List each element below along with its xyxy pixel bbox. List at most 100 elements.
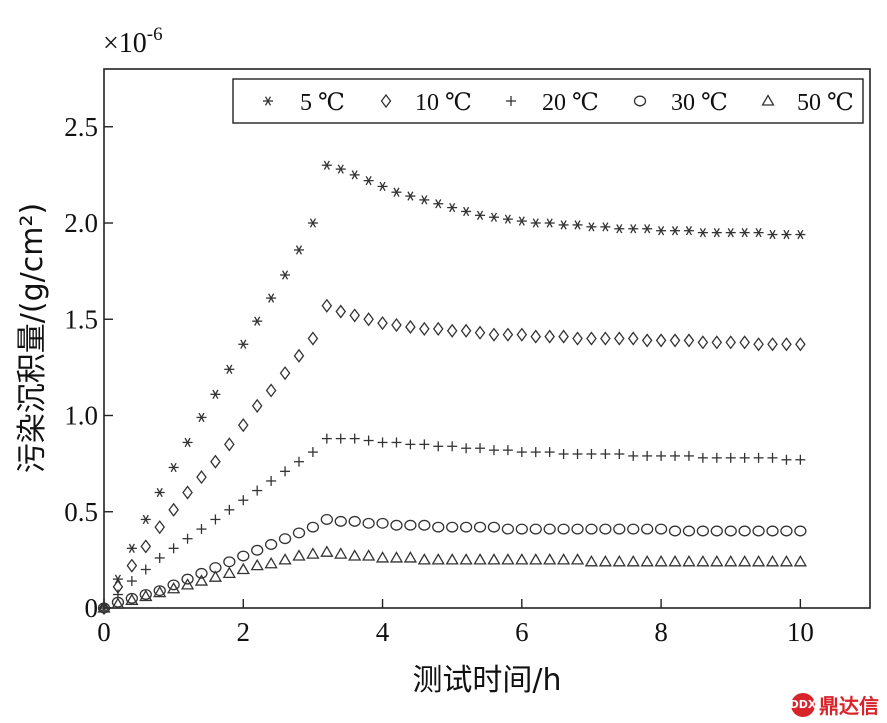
data-point [278, 553, 292, 565]
data-point [780, 525, 793, 537]
data-point [418, 519, 431, 531]
data-point [501, 523, 515, 535]
data-point [266, 293, 277, 303]
data-point [696, 555, 710, 567]
data-point [252, 485, 263, 496]
x-tick-labels: 0 2 4 6 8 10 [97, 617, 814, 647]
series-asterisk [99, 160, 806, 613]
data-point [530, 218, 541, 228]
data-point [238, 495, 249, 506]
y-tick-label: 2.0 [64, 208, 98, 238]
data-point [668, 525, 682, 537]
x-tick-label: 6 [515, 617, 529, 647]
data-point [779, 555, 794, 567]
data-point [223, 556, 236, 568]
data-point [320, 514, 333, 525]
data-point [751, 555, 766, 567]
data-point [584, 555, 599, 567]
y-tick-label: 1.0 [64, 401, 98, 431]
data-point [614, 224, 625, 234]
data-point [334, 547, 348, 559]
data-point [195, 567, 208, 579]
data-point [600, 449, 611, 459]
legend-entry: 30 ℃ [633, 90, 728, 116]
data-point [543, 553, 557, 565]
data-point [377, 316, 388, 331]
data-point [627, 331, 639, 346]
data-point [544, 447, 555, 458]
data-point [753, 337, 764, 352]
x-tick-label: 2 [237, 617, 251, 647]
data-point [474, 325, 486, 340]
data-point [98, 600, 110, 616]
data-point [307, 331, 319, 346]
data-point [668, 555, 682, 567]
data-point [488, 327, 500, 342]
data-point [781, 454, 792, 465]
data-point [168, 462, 179, 473]
data-point [697, 452, 708, 463]
y-tick-label: 2.5 [64, 112, 98, 142]
data-point [711, 227, 722, 238]
data-point [182, 437, 193, 448]
data-point [432, 321, 444, 336]
data-point [167, 581, 181, 594]
legend-label: 50 ℃ [797, 90, 854, 116]
data-point [265, 383, 277, 398]
data-point [516, 327, 528, 342]
data-point [487, 521, 501, 533]
data-point [558, 449, 569, 459]
series-circle [97, 514, 807, 614]
legend-entry: 5 ℃ [263, 90, 345, 116]
data-point [405, 319, 416, 335]
data-point [614, 449, 625, 459]
y-multiplier-label: ×10-6 [103, 24, 163, 59]
data-point [292, 549, 306, 561]
data-point [752, 525, 765, 537]
data-point [586, 222, 597, 232]
data-point [224, 437, 235, 452]
data-point [670, 226, 681, 236]
data-point [613, 331, 625, 346]
data-point [391, 187, 402, 197]
legend-entry: 50 ℃ [761, 90, 854, 116]
data-point [696, 525, 710, 537]
data-point [459, 553, 473, 565]
watermark-logo-icon: DDX [790, 692, 816, 717]
data-point [237, 550, 250, 562]
data-point [739, 335, 750, 350]
data-point [307, 218, 318, 228]
data-point [446, 521, 459, 533]
data-point [710, 555, 724, 567]
data-point [210, 389, 221, 399]
data-point [293, 245, 304, 255]
data-point [321, 160, 332, 170]
data-point [640, 555, 654, 567]
data-point [419, 439, 430, 450]
data-point [168, 502, 179, 517]
data-point [795, 337, 806, 352]
data-point [724, 555, 738, 567]
data-point [487, 553, 501, 565]
data-point [572, 331, 583, 346]
y-multiplier-exponent: -6 [147, 24, 163, 45]
data-point [361, 549, 376, 561]
legend-label: 20 ℃ [542, 90, 599, 116]
data-point [641, 333, 653, 348]
data-point [279, 366, 291, 381]
data-point [432, 521, 445, 533]
data-point [349, 308, 361, 323]
legend-box [232, 78, 864, 124]
data-point [194, 574, 209, 586]
data-point [292, 527, 306, 539]
data-point [447, 202, 458, 213]
data-point [154, 552, 165, 563]
data-point [793, 555, 807, 567]
data-point [196, 470, 207, 485]
data-point [502, 445, 513, 456]
legend-entry: 10 ℃ [380, 90, 472, 116]
data-point [349, 170, 360, 180]
legend-marker-diamond-icon [380, 93, 392, 109]
data-point [154, 487, 165, 498]
data-point [280, 270, 291, 280]
